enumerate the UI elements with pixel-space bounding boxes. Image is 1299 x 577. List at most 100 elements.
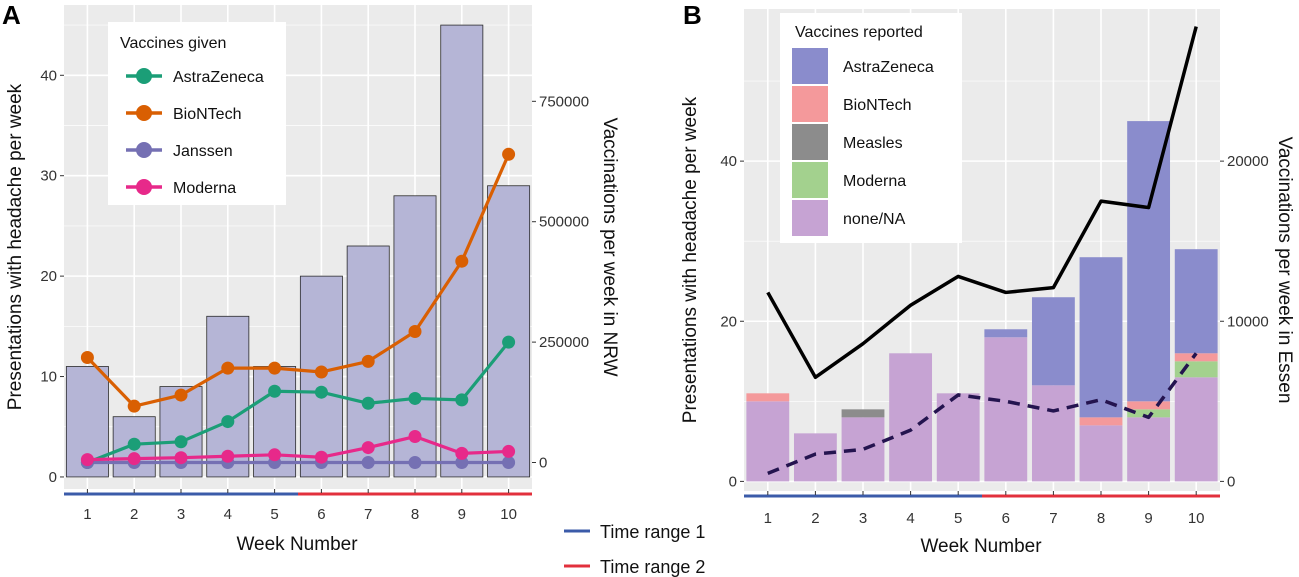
legend-label-none-na: none/NA (843, 211, 906, 228)
panel-a-y-axis-title: Presentations with headache per week (5, 83, 26, 410)
bar-segment-biontech-week-1 (746, 393, 790, 402)
y2-tick-label: 500000 (539, 214, 589, 231)
legend-label-moderna: Moderna (173, 180, 236, 197)
bar-segment-none-na-week-1 (746, 401, 790, 482)
x-tick-label: 10 (1188, 510, 1205, 527)
y-tick-label: 30 (40, 168, 57, 185)
y-tick-label: 40 (720, 153, 737, 170)
legend-label-moderna: Moderna (843, 173, 906, 190)
bar-week-10 (487, 185, 531, 478)
legend-swatch (792, 124, 828, 160)
panel-a-y-ticks: 0 10 20 30 40 (40, 67, 64, 486)
point-astrazeneca-week-9 (455, 393, 469, 407)
point-moderna-week-7 (361, 441, 375, 455)
y2-tick-label: 250000 (539, 334, 589, 351)
point-biontech-week-8 (408, 325, 422, 339)
bar-segment-astrazeneca-week-10 (1174, 249, 1218, 354)
bar-segment-biontech-week-8 (1079, 417, 1123, 426)
panel-b-x-ticks: 1 2 3 4 5 6 7 8 9 10 (764, 491, 1205, 527)
panel-a-y2-ticks: 0 250000 500000 750000 (532, 93, 589, 472)
legend-label-biontech: BioNTech (843, 97, 911, 114)
point-moderna-week-4 (221, 449, 235, 463)
y-tick-label: 40 (40, 67, 57, 84)
series-line-biontech (86, 153, 511, 408)
y2-tick-label: 0 (539, 455, 547, 472)
point-moderna-week-8 (408, 430, 422, 444)
legend-label-astrazeneca: AstraZeneca (843, 59, 934, 76)
legend-swatch-point (136, 142, 152, 158)
time-range-1-label: Time range 1 (600, 522, 705, 542)
point-biontech-week-3 (174, 388, 188, 402)
point-janssen-week-8 (408, 456, 422, 470)
point-moderna-week-6 (314, 450, 328, 464)
x-tick-label: 7 (364, 506, 372, 523)
panel-b-label: B (683, 0, 702, 30)
point-biontech-week-2 (127, 399, 141, 413)
panel-a-label: A (2, 0, 21, 30)
x-tick-label: 2 (130, 506, 138, 523)
panel-a-legend: Vaccines given AstraZeneca BioNTech Jansse… (108, 22, 286, 205)
total-vaccinations-line (766, 26, 1198, 380)
bar-segment-none-na-week-9 (1127, 417, 1171, 482)
point-janssen-week-7 (361, 456, 375, 470)
x-tick-label: 3 (177, 506, 185, 523)
x-tick-label: 6 (1002, 510, 1010, 527)
bar-segment-none-na-week-8 (1079, 425, 1123, 482)
bar-segment-moderna-week-9 (1127, 409, 1171, 418)
panel-a-series-points (80, 147, 516, 470)
point-janssen-week-9 (455, 456, 469, 470)
point-moderna-week-3 (174, 451, 188, 465)
panel-b: B 0 20 40 0 10000 20000 1 2 3 4 5 6 7 8 9 10 Week Num… (680, 0, 1295, 557)
panel-a-x-ticks: 1 2 3 4 5 6 7 8 9 10 (83, 489, 517, 523)
point-biontech-week-6 (314, 365, 328, 379)
x-tick-label: 10 (500, 506, 517, 523)
legend-swatch-point (136, 68, 152, 84)
bar-segment-biontech-week-10 (1174, 353, 1218, 362)
legend-label-astrazeneca: AstraZeneca (173, 69, 264, 86)
bar-segment-none-na-week-5 (936, 393, 980, 482)
panel-b-stacked-bars (746, 121, 1218, 482)
point-astrazeneca-week-7 (361, 396, 375, 410)
y2-tick-label: 0 (1227, 473, 1235, 490)
y2-tick-label: 20000 (1227, 153, 1269, 170)
bar-segment-measles-week-3 (841, 409, 885, 418)
bar-segment-none-na-week-4 (889, 353, 933, 482)
x-tick-label: 9 (458, 506, 466, 523)
panel-a: A 0 10 20 30 40 0 250000 500000 750000 1 2 3 4 5 6 7 8… (2, 0, 620, 555)
point-biontech-week-9 (455, 254, 469, 268)
x-tick-label: 9 (1144, 510, 1152, 527)
point-astrazeneca-week-10 (502, 335, 516, 349)
x-tick-label: 3 (859, 510, 867, 527)
bar-segment-moderna-week-10 (1174, 361, 1218, 378)
series-line-moderna (87, 434, 509, 462)
y-tick-label: 0 (49, 469, 57, 486)
panel-a-legend-title: Vaccines given (120, 35, 226, 52)
x-tick-label: 1 (764, 510, 772, 527)
panel-b-legend-items: AstraZeneca BioNTech Measles Moderna none/NA (792, 48, 934, 236)
point-moderna-week-5 (268, 448, 282, 462)
x-tick-label: 8 (1097, 510, 1105, 527)
point-moderna-week-1 (80, 453, 94, 467)
time-range-legend: Time range 1 Time range 2 (564, 522, 705, 577)
x-tick-label: 5 (954, 510, 962, 527)
panel-a-y2-axis-title: Vaccinations per week in NRW (599, 117, 620, 376)
x-tick-label: 4 (906, 510, 914, 527)
panel-a-legend-items: AstraZeneca BioNTech Janssen Moderna (126, 68, 264, 197)
legend-swatch (792, 162, 828, 198)
point-biontech-week-10 (502, 147, 516, 161)
panel-b-x-axis-title: Week Number (920, 536, 1042, 557)
x-tick-label: 7 (1049, 510, 1057, 527)
point-astrazeneca-week-8 (408, 391, 422, 405)
panel-b-vaccination-lines (766, 26, 1198, 476)
x-tick-label: 5 (270, 506, 278, 523)
y-tick-label: 0 (729, 473, 737, 490)
panel-b-y2-axis-title: Vaccinations per week in Essen (1274, 137, 1295, 404)
bar-segment-none-na-week-6 (984, 337, 1028, 482)
y-tick-label: 10 (40, 369, 57, 386)
y2-tick-label: 10000 (1227, 313, 1269, 330)
legend-label-biontech: BioNTech (173, 106, 241, 123)
panel-b-y2-ticks: 0 10000 20000 (1220, 153, 1269, 490)
x-tick-label: 8 (411, 506, 419, 523)
point-astrazeneca-week-5 (268, 384, 282, 398)
